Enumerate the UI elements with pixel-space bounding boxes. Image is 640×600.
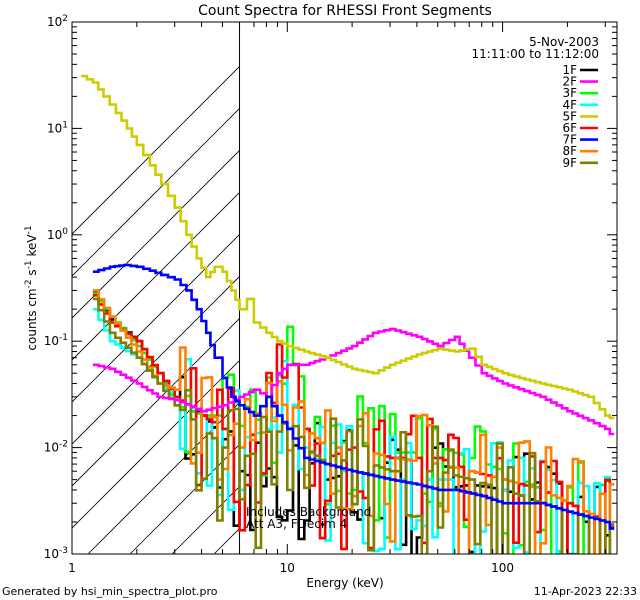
chart-title: Count Spectra for RHESSI Front Segments (198, 3, 492, 19)
legend-label-6F: 6F (562, 121, 577, 135)
timestamp-footer: 11-Apr-2023 22:33 (534, 585, 637, 598)
y-tick-label: 10-3 (44, 546, 68, 561)
y-tick-label: 10-1 (44, 333, 68, 348)
y-tick-label: 102 (47, 14, 68, 29)
legend-label-5F: 5F (562, 109, 577, 123)
x-tick-label: 100 (491, 561, 514, 575)
x-tick-label: 1 (68, 561, 76, 575)
legend-label-3F: 3F (562, 86, 577, 100)
generated-by-footer: Generated by hsi_min_spectra_plot.pro (2, 585, 218, 598)
series-line-8F (92, 289, 615, 554)
legend-label-8F: 8F (562, 144, 577, 158)
x-axis-label: Energy (keV) (306, 576, 383, 590)
background-annotation: Includes Background (246, 505, 371, 519)
series-line-2F (92, 327, 615, 436)
series-line-5F (80, 74, 615, 420)
series-line-7F (92, 263, 615, 530)
legend-label-9F: 9F (562, 156, 577, 170)
attenuator-annotation: Att A3, FDecim 4 (246, 517, 347, 531)
date-label: 5-Nov-2003 (529, 35, 599, 49)
legend-label-4F: 4F (562, 98, 577, 112)
time-range-label: 11:11:00 to 11:12:00 (472, 47, 599, 61)
series-layer (80, 74, 615, 554)
axes: 1 10 100 10-3 10-2 10-1 100 101 102 (44, 14, 617, 575)
legend-label-1F: 1F (562, 63, 577, 77)
plot-frame (71, 21, 618, 555)
y-tick-label: 10-2 (44, 440, 68, 455)
legend-label-7F: 7F (562, 133, 577, 147)
x-tick-label: 10 (280, 561, 295, 575)
series-line-9F (92, 297, 615, 554)
y-tick-label: 101 (47, 120, 68, 135)
legend-label-2F: 2F (562, 75, 577, 89)
y-tick-label: 100 (47, 227, 68, 242)
series-line-4F (92, 307, 615, 554)
y-axis-label: counts cm-2 s-1 keV-1 (24, 225, 39, 350)
